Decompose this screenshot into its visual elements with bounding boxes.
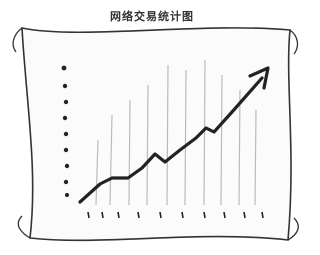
title: 网络交易统计图 [110,9,194,23]
paper-sheet [22,28,291,240]
page: {"header": {"title": "网络交易统计图"}} 网络交易统计图… [0,0,320,255]
illustration: 网络交易统计图 [0,0,305,255]
